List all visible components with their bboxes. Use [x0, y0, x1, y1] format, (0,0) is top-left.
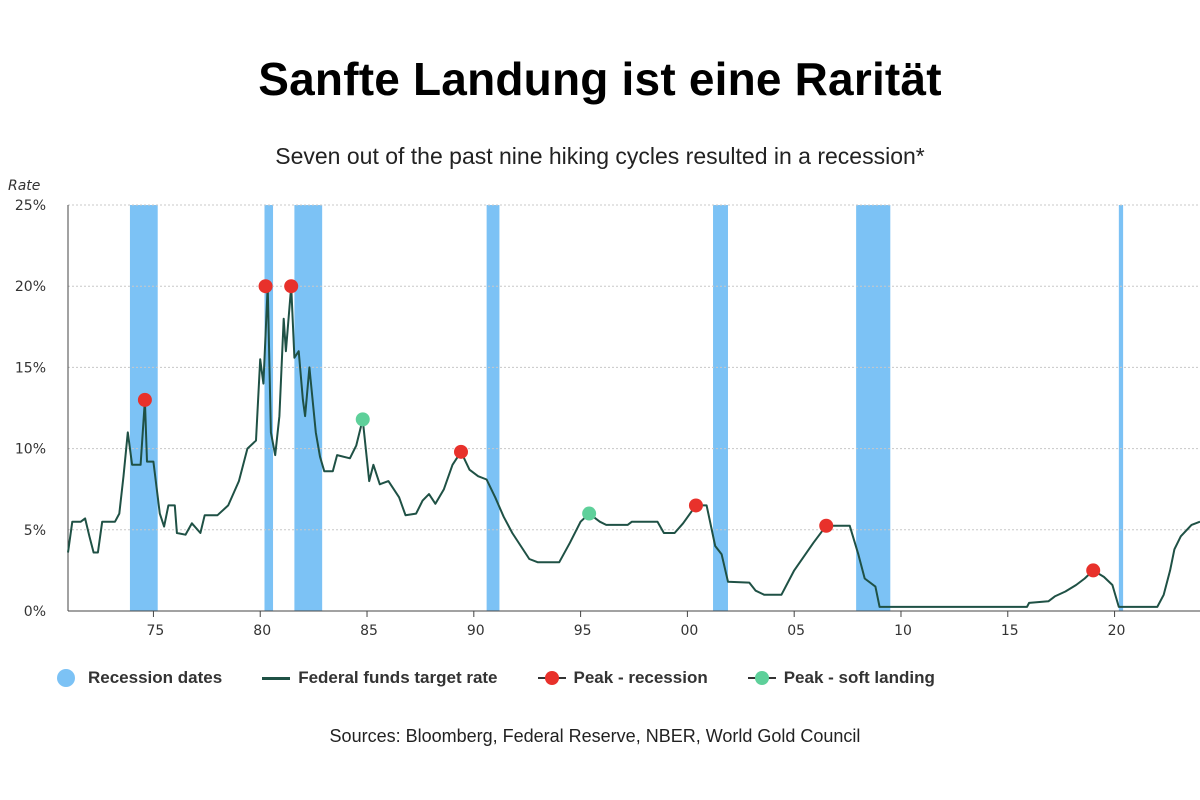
- peak-soft-landing-marker: [355, 412, 370, 427]
- recession-band: [294, 205, 323, 611]
- gridlines: [68, 204, 1200, 531]
- peak-recession-marker: [258, 279, 273, 294]
- y-tick-label: 5%: [24, 523, 46, 539]
- x-tick-label: 80: [253, 623, 271, 639]
- y-tick-label: 20%: [15, 279, 46, 295]
- peak-soft-landing-marker: [582, 506, 597, 521]
- legend-marker-icon: [747, 668, 776, 688]
- chart-subtitle: Seven out of the past nine hiking cycles…: [275, 143, 925, 169]
- legend-label: Peak - recession: [573, 668, 708, 687]
- rate-chart: 0% 5% 10% 15% 20% 25% Rate 75 80 85 90 95 00 05 10 15 20: [8, 178, 1200, 639]
- x-tick-label: 90: [467, 623, 485, 639]
- x-tick-label: 95: [574, 623, 592, 639]
- x-tick-label: 05: [787, 623, 805, 639]
- legend-item-recession[interactable]: Recession dates: [52, 668, 222, 688]
- recession-band: [1118, 205, 1124, 611]
- legend-dot-icon: [52, 668, 80, 688]
- legend-line-icon: [262, 668, 291, 688]
- peak-markers: [137, 279, 1101, 578]
- recession-band: [486, 205, 500, 611]
- recession-band: [856, 205, 891, 611]
- recession-bands: [129, 205, 1124, 611]
- recession-band: [264, 205, 274, 611]
- legend-label: Federal funds target rate: [298, 668, 498, 687]
- federal-funds-rate-line: [67, 285, 1200, 608]
- legend-marker-icon: [537, 668, 566, 688]
- recession-band: [713, 205, 728, 611]
- rate-swatch: [262, 677, 291, 680]
- legend-label: Recession dates: [88, 668, 223, 687]
- legend: Recession dates Federal funds target rat…: [52, 668, 975, 688]
- legend-item-peak-recession[interactable]: Peak - recession: [537, 668, 708, 688]
- y-tick-label: 25%: [15, 198, 46, 214]
- peak-recession-marker: [819, 518, 834, 533]
- x-tick-label: 75: [147, 623, 165, 639]
- axes: 0% 5% 10% 15% 20% 25% Rate 75 80 85 90 95 00 05 10 15 20: [8, 178, 1200, 639]
- y-tick-label: 15%: [15, 360, 46, 376]
- y-tick-label: 10%: [15, 442, 46, 458]
- peak-recession-marker: [284, 279, 299, 294]
- peak-recession-marker: [688, 498, 703, 513]
- x-tick-label: 85: [360, 623, 378, 639]
- peak-recession-marker: [137, 392, 152, 407]
- legend-label: Peak - soft landing: [783, 668, 935, 687]
- x-tick-label: 15: [1001, 623, 1019, 639]
- peak-recession-marker: [1086, 563, 1101, 578]
- legend-item-peak-soft[interactable]: Peak - soft landing: [747, 668, 935, 688]
- peak-recession-marker: [453, 444, 468, 459]
- x-tick-label: 10: [894, 623, 912, 639]
- x-tick-label: 00: [680, 623, 698, 639]
- rate-line-layer: [67, 285, 1200, 608]
- sources-note: Sources: Bloomberg, Federal Reserve, NBE…: [329, 726, 861, 746]
- recession-swatch: [57, 669, 75, 687]
- peak-recession-swatch: [544, 671, 559, 685]
- y-tick-label: 0%: [24, 604, 46, 620]
- peak-soft-swatch: [754, 671, 769, 685]
- chart-title: Sanfte Landung ist eine Rarität: [258, 53, 942, 105]
- x-tick-label: 20: [1108, 623, 1126, 639]
- y-axis-title: Rate: [8, 178, 40, 194]
- legend-item-rate[interactable]: Federal funds target rate: [262, 668, 498, 688]
